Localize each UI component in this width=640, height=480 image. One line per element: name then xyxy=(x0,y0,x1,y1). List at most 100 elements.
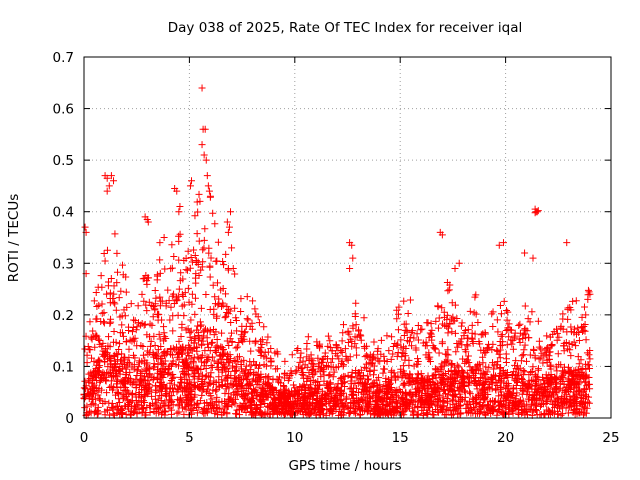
data-point xyxy=(132,393,140,401)
data-point xyxy=(440,362,448,370)
data-point xyxy=(585,351,593,359)
data-point xyxy=(304,384,312,392)
data-point xyxy=(113,356,121,364)
data-point xyxy=(156,335,164,343)
data-point xyxy=(475,337,483,345)
data-point xyxy=(431,370,439,378)
data-point xyxy=(178,346,186,354)
data-point xyxy=(142,369,150,377)
data-point xyxy=(466,390,474,398)
data-point xyxy=(94,335,102,343)
data-point xyxy=(499,368,507,376)
data-point xyxy=(349,399,357,407)
data-point xyxy=(300,399,308,407)
data-point xyxy=(274,400,282,408)
data-point xyxy=(389,350,397,358)
data-point xyxy=(278,399,286,407)
data-point xyxy=(308,359,316,367)
data-point xyxy=(107,382,115,390)
data-point xyxy=(156,256,164,264)
data-point xyxy=(150,360,158,368)
data-point xyxy=(453,368,461,376)
data-point xyxy=(385,347,393,355)
data-point xyxy=(111,366,119,374)
x-tick-labels: 0 5 10 15 20 25 xyxy=(80,430,620,446)
data-point xyxy=(181,375,189,383)
data-point xyxy=(93,303,101,311)
data-point xyxy=(115,395,123,403)
data-point xyxy=(495,406,503,414)
data-point xyxy=(474,319,482,327)
data-point xyxy=(264,333,272,341)
data-point xyxy=(523,357,531,365)
data-point xyxy=(253,404,261,412)
data-point xyxy=(428,336,436,344)
data-point xyxy=(246,337,254,345)
data-point xyxy=(144,350,152,358)
data-point xyxy=(434,324,442,332)
data-point xyxy=(87,334,95,342)
data-point xyxy=(208,338,216,346)
data-point xyxy=(395,303,403,311)
data-point xyxy=(257,337,265,345)
data-point xyxy=(466,307,474,315)
data-point xyxy=(502,355,510,363)
data-point xyxy=(127,300,135,308)
data-point xyxy=(521,341,529,349)
data-point xyxy=(346,409,354,417)
data-point xyxy=(191,383,199,391)
data-point xyxy=(503,341,511,349)
data-point xyxy=(98,309,106,317)
data-point xyxy=(576,409,584,417)
data-point xyxy=(237,331,245,339)
data-point xyxy=(203,172,211,180)
data-point xyxy=(476,389,484,397)
data-point xyxy=(212,387,220,395)
data-point xyxy=(194,353,202,361)
data-point xyxy=(296,383,304,391)
data-point xyxy=(167,303,175,311)
data-point xyxy=(345,330,353,338)
data-point xyxy=(317,407,325,415)
data-point xyxy=(554,393,562,401)
data-point xyxy=(497,377,505,385)
data-point xyxy=(563,239,571,247)
data-point xyxy=(515,335,523,343)
data-point xyxy=(546,333,554,341)
data-point xyxy=(472,310,480,318)
data-point xyxy=(265,403,273,411)
data-point xyxy=(126,336,134,344)
data-point xyxy=(221,402,229,410)
data-point xyxy=(88,354,96,362)
data-point xyxy=(89,383,97,391)
data-point xyxy=(322,362,330,370)
data-point xyxy=(199,246,207,254)
data-point xyxy=(430,387,438,395)
data-point xyxy=(476,398,484,406)
data-point xyxy=(468,329,476,337)
data-point xyxy=(333,385,341,393)
y-tick-label: 0.6 xyxy=(53,102,74,118)
data-point xyxy=(225,390,233,398)
data-point xyxy=(193,364,201,372)
data-point xyxy=(438,374,446,382)
data-point xyxy=(160,234,168,241)
data-point xyxy=(219,285,227,293)
data-point xyxy=(451,404,459,412)
data-point xyxy=(173,409,181,417)
data-point xyxy=(186,182,194,190)
data-point xyxy=(367,384,375,392)
data-point xyxy=(176,397,184,405)
data-point xyxy=(204,381,212,389)
data-point xyxy=(324,332,332,340)
data-point xyxy=(121,376,129,384)
data-point xyxy=(94,403,102,411)
data-point xyxy=(339,399,347,407)
data-point xyxy=(534,365,542,373)
data-point xyxy=(352,344,360,352)
data-point xyxy=(161,390,169,398)
data-point xyxy=(579,365,587,373)
data-point xyxy=(528,308,536,316)
data-point xyxy=(564,375,572,383)
data-point xyxy=(373,404,381,412)
